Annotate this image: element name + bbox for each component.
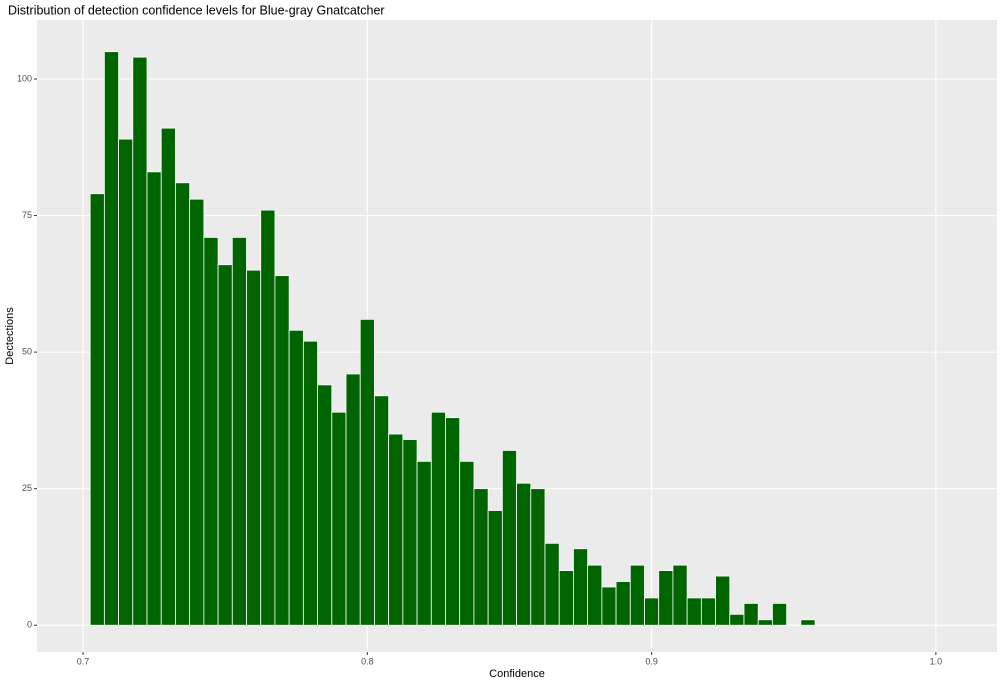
bar — [345, 373, 361, 626]
x-tick-label: 0.8 — [361, 656, 374, 666]
y-tick-label: 75 — [22, 210, 32, 220]
y-axis-label: Dectections — [4, 307, 16, 365]
bar — [160, 127, 176, 626]
bar — [530, 488, 546, 626]
bar — [118, 138, 134, 626]
bar — [658, 570, 674, 626]
bar — [317, 384, 333, 626]
bar — [686, 597, 702, 626]
bar — [715, 575, 731, 626]
bar — [416, 460, 432, 626]
bar — [274, 275, 290, 626]
bar — [743, 602, 759, 626]
y-tick-label: 25 — [22, 483, 32, 493]
bar — [231, 237, 247, 626]
bar — [700, 597, 716, 626]
bar — [516, 482, 532, 626]
bar — [89, 193, 105, 626]
bar — [729, 613, 745, 626]
y-tick-label: 0 — [27, 620, 32, 630]
bar — [772, 602, 788, 626]
bar — [800, 619, 816, 626]
bar — [615, 581, 631, 626]
bar — [302, 340, 318, 626]
bar — [374, 395, 390, 626]
bar — [757, 619, 773, 626]
bar — [629, 564, 645, 626]
bar — [544, 542, 560, 626]
bar — [189, 198, 205, 626]
bar — [388, 433, 404, 626]
bar — [672, 564, 688, 626]
bar — [359, 318, 375, 626]
y-tick-label: 100 — [17, 73, 32, 83]
x-tick-label: 0.7 — [77, 656, 90, 666]
bar — [430, 411, 446, 626]
bar — [573, 548, 589, 626]
x-tick-label: 0.9 — [645, 656, 658, 666]
bar — [217, 264, 233, 626]
bar — [473, 488, 489, 626]
x-tick-label: 1.0 — [930, 656, 943, 666]
bar — [558, 570, 574, 626]
bar — [487, 510, 503, 626]
bar — [587, 564, 603, 626]
chart-title: Distribution of detection confidence lev… — [8, 3, 385, 17]
bar — [402, 439, 418, 626]
bar — [103, 51, 119, 626]
bar — [601, 586, 617, 626]
bar — [644, 597, 660, 626]
bar — [260, 209, 276, 626]
bar — [331, 411, 347, 626]
bar — [501, 450, 517, 626]
bar — [175, 182, 191, 626]
bar — [288, 329, 304, 626]
bar — [246, 269, 262, 626]
bar — [459, 460, 475, 626]
bar — [445, 417, 461, 626]
y-tick-label: 50 — [22, 346, 32, 356]
bar — [132, 56, 148, 626]
bar — [146, 171, 162, 626]
x-axis-label: Confidence — [489, 668, 545, 680]
bar — [203, 237, 219, 626]
